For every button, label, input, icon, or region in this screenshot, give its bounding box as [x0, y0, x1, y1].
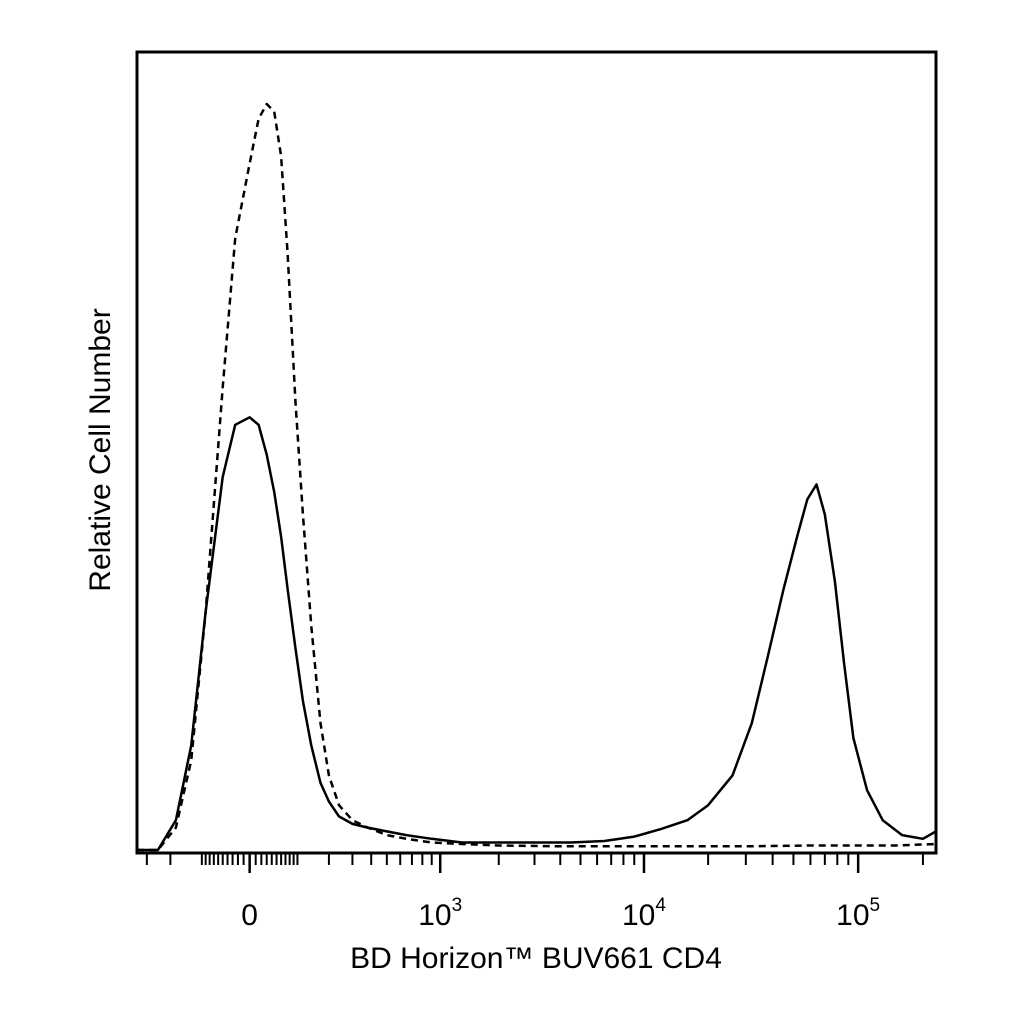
- x-axis-tick-labels: 0 103 104 105: [241, 895, 880, 932]
- x-axis-ticks: [145, 853, 924, 873]
- x-axis-title: BD Horizon™ BUV661 CD4: [350, 942, 722, 975]
- plot-frame: [135, 50, 938, 855]
- series-layer: [137, 102, 937, 852]
- x-tick-label: 0: [241, 899, 258, 932]
- x-tick-label: 103: [418, 895, 462, 932]
- x-tick-label: 105: [836, 895, 880, 932]
- y-axis-title: Relative Cell Number: [84, 308, 117, 591]
- x-tick-label: 104: [622, 895, 666, 932]
- series-line-dashed: [137, 102, 937, 852]
- series-line-solid: [137, 416, 937, 852]
